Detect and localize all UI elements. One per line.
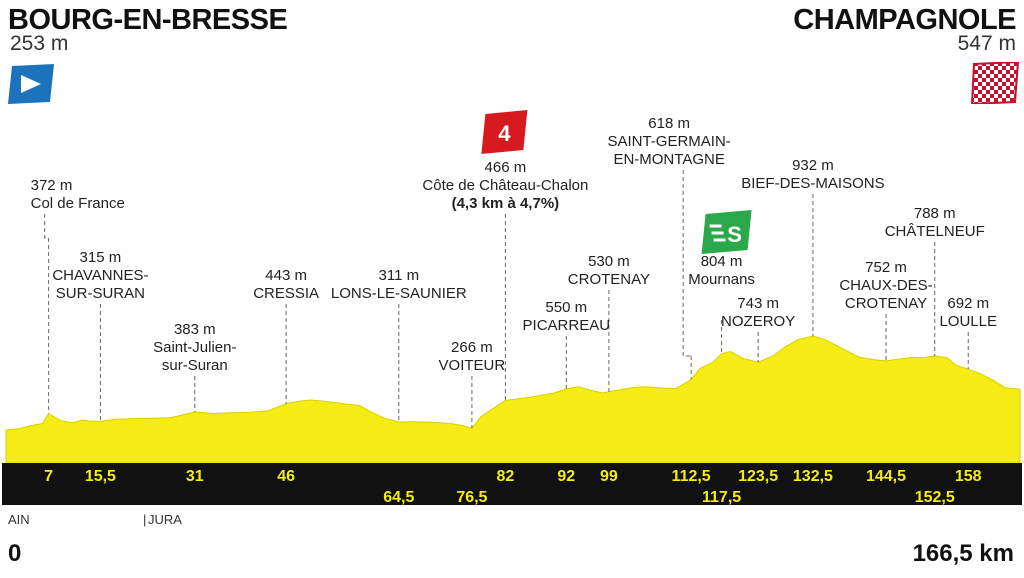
waypoint-label: CROTENAY (568, 271, 650, 288)
intermediate-sprint-badge: S (701, 210, 752, 254)
start-flag-icon (8, 64, 54, 104)
waypoint-label: Saint-Julien- (153, 339, 236, 356)
waypoint-label: SUR-SURAN (56, 285, 145, 302)
total-distance: 166,5 km (912, 540, 1014, 567)
waypoint-label: 618 m (648, 115, 690, 132)
km-label: 117,5 (702, 489, 741, 506)
waypoint-label: CROTENAY (845, 295, 927, 312)
finish-town-name: CHAMPAGNOLE (793, 4, 1016, 36)
waypoint-label: 692 m (947, 295, 989, 312)
leader-elbow (682, 170, 692, 357)
km-label: 152,5 (915, 489, 955, 506)
waypoint-label: SAINT-GERMAIN- (607, 133, 730, 150)
waypoint-label: 752 m (865, 259, 907, 276)
km-label: 112,5 (672, 468, 711, 485)
waypoint-label: 550 m (545, 299, 587, 316)
km-label: 158 (955, 468, 982, 485)
km-label: 31 (186, 468, 204, 485)
waypoint-label: 743 m (737, 295, 779, 312)
waypoint-label: 311 m (379, 267, 420, 284)
waypoint-label: 372 m (31, 177, 73, 194)
km-label: 82 (496, 468, 514, 485)
climb-category-number: 4 (498, 121, 511, 146)
waypoint-label: Col de France (31, 195, 125, 212)
category-4-climb-badge: 4 (481, 110, 528, 154)
waypoint-label: LOULLE (939, 313, 997, 330)
km-label: 46 (277, 468, 295, 485)
waypoint-label: CHAVANNES- (52, 267, 148, 284)
elevation-profile-area (5, 335, 1021, 464)
leader-elbow (44, 214, 49, 239)
waypoint-label: PICARREAU (523, 317, 611, 334)
sprint-letter: S (727, 222, 742, 247)
waypoint-label: 788 m (914, 205, 956, 222)
km-label: 76,5 (456, 489, 487, 506)
waypoint-label: 530 m (588, 253, 630, 270)
waypoint-label: CHÂTELNEUF (885, 223, 985, 240)
finish-altitude: 547 m (957, 32, 1016, 55)
waypoint-label: Côte de Château-Chalon (422, 177, 588, 194)
waypoint-label: Mournans (688, 271, 755, 288)
waypoint-label: LONS-LE-SAUNIER (331, 285, 467, 302)
region-label-jura: JURA (148, 512, 182, 527)
waypoint-label: BIEF-DES-MAISONS (741, 175, 884, 192)
km-label: 92 (557, 468, 575, 485)
region-divider: | (143, 512, 147, 527)
waypoint-label: 804 m (701, 253, 743, 270)
waypoint-label: 266 m (451, 339, 493, 356)
km-label: 132,5 (793, 468, 833, 485)
km-label: 123,5 (738, 468, 778, 485)
waypoint-label: 315 m (80, 249, 122, 266)
checkered-finish-flag-icon (970, 62, 1020, 104)
waypoint-label: VOITEUR (439, 357, 506, 374)
km-label: 99 (600, 468, 618, 485)
waypoint-label: 383 m (174, 321, 216, 338)
km-label: 144,5 (866, 468, 906, 485)
start-km: 0 (8, 540, 22, 567)
waypoint-label: sur-Suran (162, 357, 228, 374)
waypoint-label: EN-MONTAGNE (613, 151, 724, 168)
km-label: 7 (44, 468, 53, 485)
distance-band (2, 463, 1022, 505)
km-label: 15,5 (85, 468, 116, 485)
waypoint-label: CHAUX-DES- (839, 277, 932, 294)
start-town-name: BOURG-EN-BRESSE (8, 4, 288, 36)
km-label: 64,5 (383, 489, 414, 506)
waypoint-label: 932 m (792, 157, 834, 174)
start-altitude: 253 m (10, 32, 69, 55)
waypoint-label: NOZEROY (721, 313, 795, 330)
waypoint-label: 443 m (265, 267, 307, 284)
region-label-ain: AIN (8, 512, 30, 527)
climb-detail-label: (4,3 km à 4,7%) (452, 195, 560, 212)
waypoint-label: 466 m (485, 159, 527, 176)
waypoint-label: CRESSIA (253, 285, 319, 302)
